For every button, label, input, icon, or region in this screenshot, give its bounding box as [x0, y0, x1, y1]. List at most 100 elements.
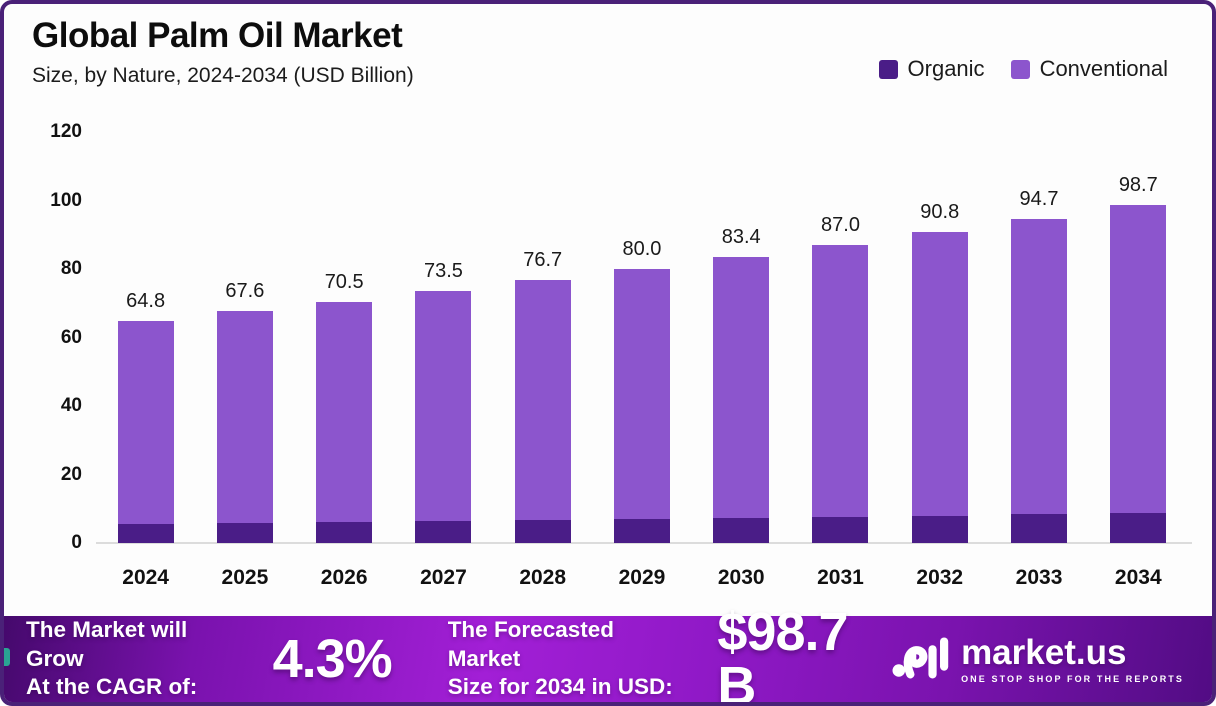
legend-item-organic: Organic [878, 56, 985, 82]
bar-segment-conventional [216, 311, 273, 524]
cagr-label-line1: The Market will Grow [26, 616, 188, 671]
stacked-bar-2034 [1110, 204, 1167, 543]
x-axis-labels: 2024 2025 2026 2027 2028 2029 2030 2031 2032 2033… [96, 566, 1188, 590]
legend-label: Conventional [1039, 56, 1168, 81]
bar-segment-organic [1110, 512, 1167, 543]
forecast-label: The Forecasted Market Size for 2034 in U… [448, 616, 682, 702]
bar-segment-conventional [812, 245, 869, 517]
stacked-bar-2027 [415, 291, 472, 543]
y-tick-label: 120 [50, 121, 82, 142]
bar-value-label: 90.8 [920, 201, 960, 224]
bar-segment-conventional [613, 269, 670, 520]
page-title: Global Palm Oil Market [32, 16, 403, 55]
x-tick-label: 2034 [1114, 566, 1162, 589]
bar-group-2033: 94.7 [989, 189, 1088, 543]
brand-text: market.us ONE STOP SHOP FOR THE REPORTS [961, 635, 1184, 684]
bar-value-label: 94.7 [1019, 187, 1059, 210]
bar-segment-organic [216, 523, 273, 543]
bar-group-2027: 73.5 [394, 261, 493, 543]
bar-segment-organic [812, 516, 869, 543]
bar-group-2024: 64.8 [96, 291, 195, 543]
bar-value-label: 80.0 [622, 238, 662, 261]
x-tick-label: 2031 [817, 566, 864, 589]
bars-area: 64.8 67.6 70.5 73.5 76.7 80.0 83.4 87.0 90.8 94.7… [96, 132, 1188, 543]
forecast-label-line1: The Forecasted Market [447, 616, 614, 671]
x-tick-label: 2029 [618, 566, 666, 589]
bar-segment-organic [415, 521, 472, 543]
bar-group-2025: 67.6 [195, 281, 294, 543]
legend-swatch-conventional [1010, 59, 1030, 79]
y-tick-label: 0 [71, 532, 82, 553]
header: Global Palm Oil Market Size, by Nature, … [32, 16, 414, 88]
cagr-label-line2: At the CAGR of: [26, 674, 198, 700]
stacked-bar-2029 [613, 269, 670, 543]
bar-segment-organic [117, 524, 174, 543]
bar-segment-conventional [1011, 218, 1068, 515]
chart-subtitle: Size, by Nature, 2024-2034 (USD Billion) [32, 64, 414, 87]
bar-segment-organic [316, 522, 373, 543]
brand-logo: market.us ONE STOP SHOP FOR THE REPORTS [891, 630, 1184, 689]
stacked-bar-2024 [117, 321, 174, 543]
x-axis-line [96, 542, 1192, 544]
bar-group-2029: 80.0 [592, 239, 691, 543]
bar-segment-conventional [117, 321, 174, 525]
bar-value-label: 73.5 [423, 260, 463, 283]
bar-segment-conventional [911, 232, 968, 516]
bar-group-2034: 98.7 [1089, 175, 1188, 543]
y-tick-label: 40 [60, 395, 82, 416]
bar-value-label: 64.8 [126, 290, 166, 313]
x-tick-label: 2024 [122, 566, 169, 589]
bar-segment-organic [911, 515, 968, 543]
bar-value-label: 87.0 [821, 214, 860, 237]
forecast-label-line2: Size for 2034 in USD: [447, 674, 673, 700]
bar-value-label: 67.6 [225, 280, 265, 303]
x-tick-label: 2028 [519, 566, 567, 589]
bar-segment-conventional [514, 280, 571, 521]
bar-group-2026: 70.5 [295, 272, 394, 543]
market-us-logo-icon [891, 630, 949, 689]
bar-segment-conventional [316, 301, 373, 523]
x-tick-label: 2033 [1015, 566, 1063, 589]
bar-group-2028: 76.7 [493, 250, 592, 543]
stacked-bar-2030 [713, 257, 770, 543]
stacked-bar-2032 [911, 232, 968, 543]
bar-value-label: 83.4 [721, 226, 761, 249]
bar-segment-organic [514, 520, 571, 543]
legend-item-conventional: Conventional [1010, 56, 1168, 82]
stacked-bar-2025 [216, 311, 273, 543]
x-tick-label: 2027 [420, 566, 467, 589]
bar-segment-conventional [713, 257, 770, 519]
bar-segment-conventional [415, 291, 472, 522]
bar-value-label: 70.5 [324, 270, 364, 293]
bar-segment-organic [613, 519, 670, 543]
y-tick-label: 80 [60, 258, 82, 279]
x-tick-label: 2026 [320, 566, 368, 589]
legend-swatch-organic [878, 59, 898, 79]
brand-tagline: ONE STOP SHOP FOR THE REPORTS [961, 673, 1184, 684]
y-tick-label: 100 [50, 189, 82, 211]
bar-segment-conventional [1110, 204, 1167, 513]
bar-segment-organic [713, 518, 770, 543]
chart-legend: Organic Conventional [878, 56, 1168, 82]
bar-chart: 0 20 40 60 80 100 120 64.8 67.6 70.5 73.5 76.7 80.0… [4, 4, 1212, 702]
bar-value-label: 76.7 [523, 249, 563, 272]
cagr-label: The Market will Grow At the CAGR of: [26, 616, 241, 702]
cagr-value: 4.3% [272, 629, 393, 689]
y-tick-label: 20 [60, 463, 82, 485]
x-tick-label: 2030 [717, 566, 765, 589]
bar-group-2031: 87.0 [791, 215, 890, 543]
stacked-bar-2026 [316, 301, 373, 543]
footer-banner: The Market will Grow At the CAGR of: 4.3… [4, 605, 1212, 702]
y-axis: 0 20 40 60 80 100 120 [24, 122, 82, 552]
bar-group-2032: 90.8 [890, 202, 989, 543]
bar-value-label: 98.7 [1118, 173, 1158, 196]
bar-group-2030: 83.4 [692, 227, 791, 543]
teal-accent-stripe [4, 648, 10, 666]
stacked-bar-2031 [812, 245, 869, 543]
x-tick-label: 2025 [221, 566, 269, 589]
brand-name: market.us [961, 632, 1127, 672]
stacked-bar-2033 [1011, 218, 1068, 543]
forecast-value: $98.7 B [717, 602, 848, 706]
y-tick-label: 60 [60, 326, 82, 348]
